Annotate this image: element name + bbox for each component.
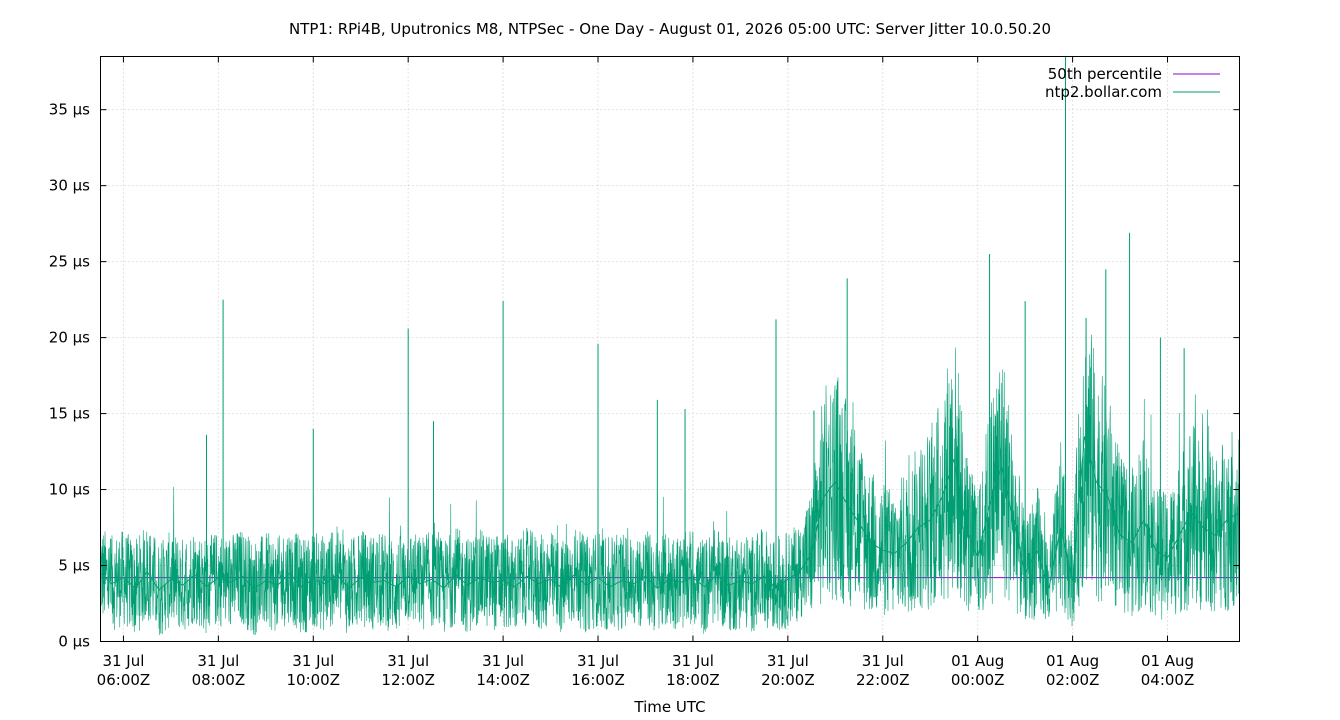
y-axis: 0 µs 5 µs 10 µs 15 µs 20 µs 25 µs 30 µs 35 µs <box>49 101 1240 651</box>
x-tick-date-label: 31 Jul <box>482 652 524 670</box>
x-axis-label: Time UTC <box>633 698 705 716</box>
x-tick-date-label: 31 Jul <box>672 652 714 670</box>
y-tick-label: 20 µs <box>49 329 90 347</box>
legend-label: ntp2.bollar.com <box>1045 83 1162 101</box>
plot-frame <box>100 56 1240 642</box>
series-trend <box>100 436 1240 591</box>
x-tick-time-label: 20:00Z <box>761 671 815 689</box>
x-tick-time-label: 02:00Z <box>1046 671 1100 689</box>
x-tick-time-label: 06:00Z <box>97 671 151 689</box>
x-tick-time-label: 00:00Z <box>951 671 1005 689</box>
x-tick-time-label: 22:00Z <box>856 671 910 689</box>
x-tick-time-label: 04:00Z <box>1141 671 1195 689</box>
x-tick-date-label: 01 Aug <box>1046 652 1099 670</box>
chart-title: NTP1: RPi4B, Uputronics M8, NTPSec - One… <box>289 20 1051 38</box>
x-tick-date-label: 01 Aug <box>951 652 1004 670</box>
x-tick-date-label: 31 Jul <box>577 652 619 670</box>
x-tick-date-label: 31 Jul <box>102 652 144 670</box>
y-tick-label: 30 µs <box>49 177 90 195</box>
x-tick-date-label: 31 Jul <box>387 652 429 670</box>
x-tick-date-label: 31 Jul <box>862 652 904 670</box>
y-tick-label: 25 µs <box>49 253 90 271</box>
y-tick-label: 0 µs <box>58 633 90 651</box>
x-tick-date-label: 31 Jul <box>197 652 239 670</box>
plot-lines <box>100 56 1240 636</box>
x-tick-date-label: 31 Jul <box>767 652 809 670</box>
x-tick-time-label: 16:00Z <box>571 671 625 689</box>
x-tick-time-label: 12:00Z <box>381 671 435 689</box>
y-tick-label: 35 µs <box>49 101 90 119</box>
x-tick-time-label: 18:00Z <box>666 671 720 689</box>
x-tick-date-label: 31 Jul <box>292 652 334 670</box>
y-tick-label: 15 µs <box>49 405 90 423</box>
y-tick-label: 10 µs <box>49 481 90 499</box>
series-ntp2 <box>100 56 1240 636</box>
x-tick-time-label: 08:00Z <box>192 671 246 689</box>
legend-label: 50th percentile <box>1048 65 1162 83</box>
x-tick-time-label: 14:00Z <box>476 671 530 689</box>
x-tick-time-label: 10:00Z <box>287 671 341 689</box>
x-tick-date-label: 01 Aug <box>1141 652 1194 670</box>
y-tick-label: 5 µs <box>58 557 90 575</box>
series-line <box>100 332 1240 636</box>
